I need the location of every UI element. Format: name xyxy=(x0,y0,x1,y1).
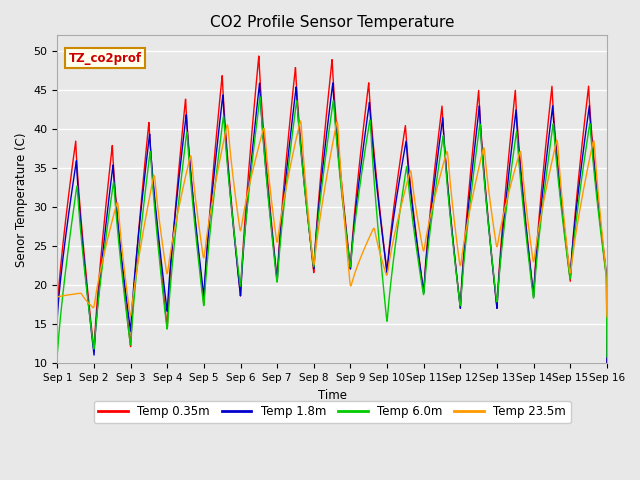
Temp 0.35m xyxy=(288,96,296,102)
Temp 1.8m xyxy=(533,245,541,251)
Temp 0.35m xyxy=(54,306,61,312)
Temp 0.35m xyxy=(603,439,611,444)
Temp 6.0m xyxy=(603,354,611,360)
Temp 1.8m xyxy=(593,185,600,191)
Text: TZ_co2prof: TZ_co2prof xyxy=(68,51,141,65)
Temp 0.35m xyxy=(264,185,272,191)
Y-axis label: Senor Temperature (C): Senor Temperature (C) xyxy=(15,132,28,266)
Temp 1.8m xyxy=(288,120,296,125)
Temp 0.35m xyxy=(533,239,541,244)
Temp 1.8m xyxy=(603,439,611,444)
Temp 23.5m xyxy=(533,235,541,241)
Line: Temp 0.35m: Temp 0.35m xyxy=(58,56,607,442)
Temp 6.0m xyxy=(593,191,600,196)
Temp 0.35m xyxy=(593,181,600,187)
Temp 23.5m xyxy=(297,118,305,124)
Temp 1.8m xyxy=(116,241,124,247)
X-axis label: Time: Time xyxy=(317,389,347,402)
Temp 0.35m xyxy=(255,53,262,59)
Temp 23.5m xyxy=(603,314,611,320)
Temp 6.0m xyxy=(116,253,124,259)
Temp 1.8m xyxy=(54,313,61,319)
Temp 1.8m xyxy=(149,173,157,179)
Temp 23.5m xyxy=(264,168,272,173)
Temp 6.0m xyxy=(288,133,296,139)
Temp 1.8m xyxy=(329,80,337,86)
Temp 23.5m xyxy=(54,294,61,300)
Temp 6.0m xyxy=(149,182,157,188)
Temp 0.35m xyxy=(149,176,157,181)
Line: Temp 23.5m: Temp 23.5m xyxy=(58,121,607,317)
Temp 0.35m xyxy=(116,243,124,249)
Line: Temp 6.0m: Temp 6.0m xyxy=(58,97,607,357)
Temp 6.0m xyxy=(54,350,61,356)
Legend: Temp 0.35m, Temp 1.8m, Temp 6.0m, Temp 23.5m: Temp 0.35m, Temp 1.8m, Temp 6.0m, Temp 2… xyxy=(94,401,571,423)
Temp 23.5m xyxy=(593,168,600,174)
Temp 6.0m xyxy=(533,253,541,259)
Temp 6.0m xyxy=(264,196,272,202)
Temp 6.0m xyxy=(256,94,264,100)
Title: CO2 Profile Sensor Temperature: CO2 Profile Sensor Temperature xyxy=(210,15,454,30)
Line: Temp 1.8m: Temp 1.8m xyxy=(58,83,607,442)
Temp 1.8m xyxy=(264,191,272,196)
Temp 23.5m xyxy=(288,156,296,161)
Temp 23.5m xyxy=(116,226,124,232)
Temp 23.5m xyxy=(149,178,157,184)
